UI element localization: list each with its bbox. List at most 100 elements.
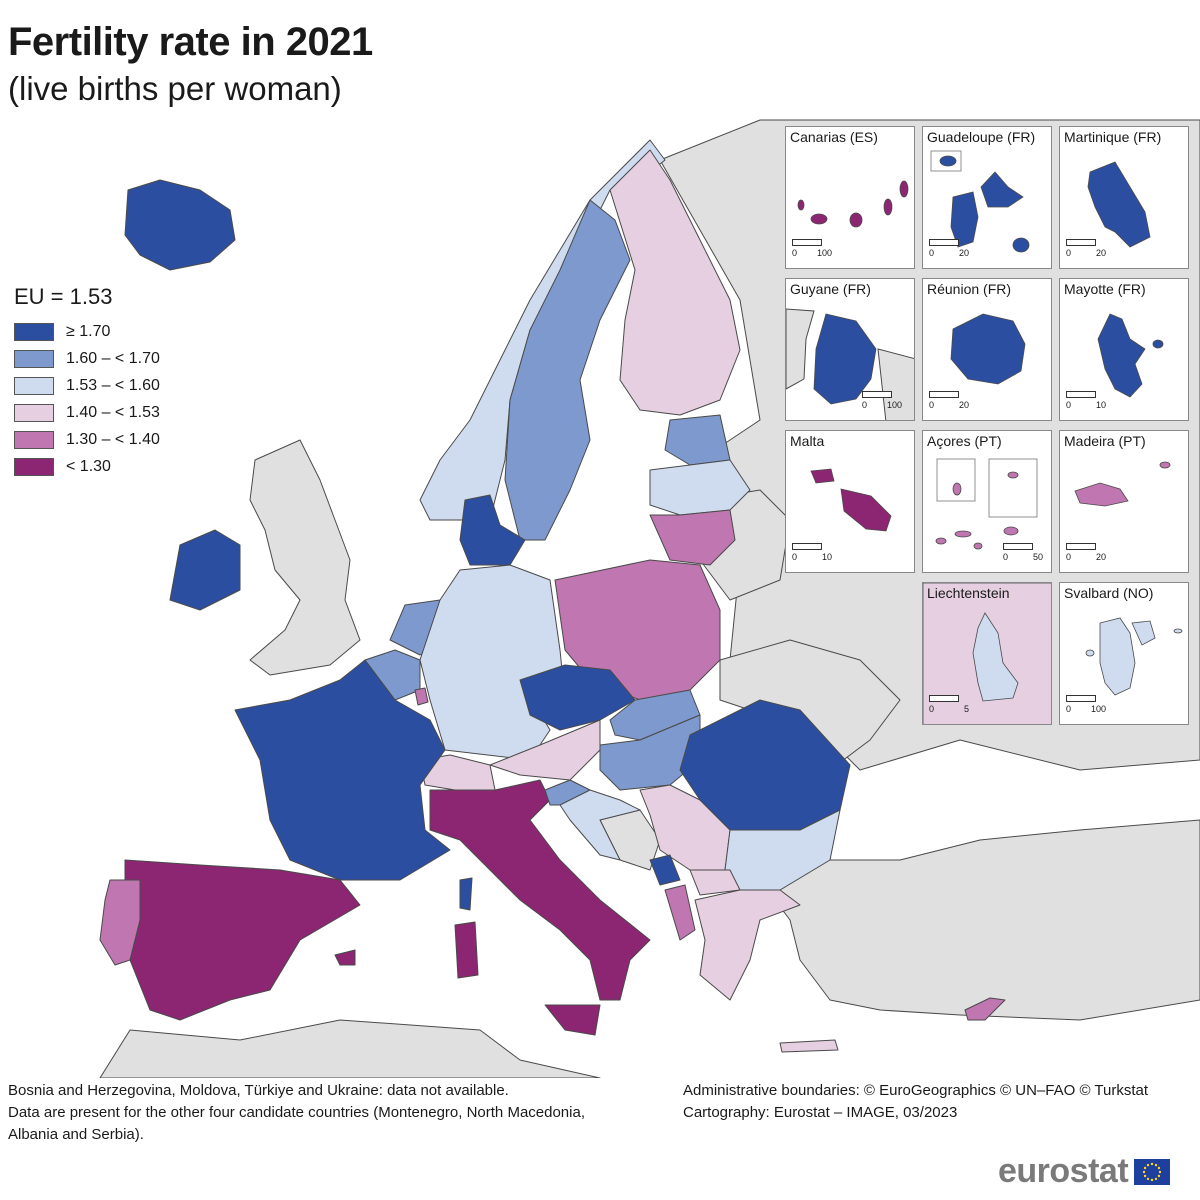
scale-max: 100 <box>816 248 832 258</box>
inset-title: Svalbard (NO) <box>1064 585 1154 601</box>
region-turkey <box>759 819 1200 1021</box>
legend-item: 1.40 – < 1.53 <box>14 399 160 426</box>
region-germany <box>419 564 566 761</box>
inset-map <box>1087 161 1151 248</box>
scale-max: 20 <box>958 400 969 410</box>
region-france <box>234 659 451 881</box>
legend-label: 1.30 – < 1.40 <box>66 430 160 448</box>
region-austria <box>489 719 601 781</box>
scale-bar: 0 100 <box>1066 695 1106 714</box>
region-north-africa <box>99 1019 601 1078</box>
scale-min: 0 <box>1066 704 1072 714</box>
inset-map <box>810 468 892 532</box>
legend-label: ≥ 1.70 <box>66 322 111 340</box>
region-poland <box>554 559 721 701</box>
region-greece <box>694 889 801 1001</box>
footnote-line: Data are present for the other four cand… <box>8 1104 585 1143</box>
inset-guadeloupe: Guadeloupe (FR) 0 20 <box>922 126 1052 269</box>
region-sardinia <box>454 921 479 979</box>
scale-max: 20 <box>958 248 969 258</box>
region-sweden <box>504 199 631 541</box>
eu-flag-icon <box>1134 1158 1171 1185</box>
inset-title: Martinique (FR) <box>1064 129 1162 145</box>
scale-bar: 0 20 <box>1066 239 1106 258</box>
eu-star <box>1157 1166 1161 1169</box>
legend-swatch <box>14 349 54 368</box>
eu-star <box>1144 1174 1147 1177</box>
eu-star <box>1154 1163 1158 1166</box>
inset-map <box>786 308 914 420</box>
scale-min: 0 <box>929 704 935 714</box>
inset-map <box>1085 617 1183 696</box>
scale-max: 50 <box>1032 552 1043 562</box>
legend: EU = 1.53 ≥ 1.70 1.60 – < 1.70 1.53 – < … <box>14 284 160 480</box>
eu-star <box>1144 1166 1147 1169</box>
scale-bar: 0 20 <box>929 239 969 258</box>
legend-label: < 1.30 <box>66 457 111 475</box>
scale-min: 0 <box>1003 552 1009 562</box>
region-montenegro <box>649 854 681 886</box>
inset-title: Malta <box>790 433 825 449</box>
credits-line: Cartography: Eurostat – IMAGE, 03/2023 <box>683 1104 958 1121</box>
inset-title: Guadeloupe (FR) <box>927 129 1036 145</box>
inset-canarias: Canarias (ES) 0 100 <box>785 126 915 269</box>
scale-max: 100 <box>1090 704 1106 714</box>
inset-title: Guyane (FR) <box>790 281 871 297</box>
scale-min: 0 <box>792 552 798 562</box>
inset-map <box>950 313 1026 385</box>
region-lithuania <box>649 509 736 566</box>
legend-swatch <box>14 376 54 395</box>
scale-min: 0 <box>1066 400 1072 410</box>
inset-map <box>1097 313 1164 398</box>
region-denmark <box>459 494 526 566</box>
footnote-line: Bosnia and Herzegovina, Moldova, Türkiye… <box>8 1082 509 1099</box>
region-finland <box>609 149 741 416</box>
region-uk <box>249 439 361 676</box>
legend-label: 1.40 – < 1.53 <box>66 403 160 421</box>
scale-bar: 0 10 <box>1066 391 1106 410</box>
region-ireland <box>169 529 241 611</box>
eu-star <box>1150 1162 1154 1165</box>
region-latvia <box>649 459 751 516</box>
scale-bar: 0 50 <box>1003 543 1043 562</box>
legend-item: ≥ 1.70 <box>14 318 160 345</box>
scale-min: 0 <box>792 248 798 258</box>
scale-max: 10 <box>1095 400 1106 410</box>
inset-map <box>935 458 1038 550</box>
region-corsica <box>459 877 473 911</box>
legend-swatch <box>14 322 54 341</box>
eu-star <box>1142 1170 1146 1173</box>
region-albania <box>664 884 696 941</box>
inset-map <box>930 150 1030 253</box>
eu-star <box>1146 1177 1150 1180</box>
legend-label: 1.60 – < 1.70 <box>66 349 160 367</box>
credits: Administrative boundaries: © EuroGeograp… <box>683 1080 1193 1124</box>
inset-malta: Malta 0 10 <box>785 430 915 573</box>
scale-min: 0 <box>929 400 935 410</box>
legend-heading: EU = 1.53 <box>14 284 113 309</box>
region-croatia <box>559 789 641 861</box>
inset-title: Açores (PT) <box>927 433 1002 449</box>
legend-swatch <box>14 457 54 476</box>
inset-svalbard: Svalbard (NO) 0 100 <box>1059 582 1189 725</box>
legend-swatch <box>14 403 54 422</box>
inset-map <box>1074 461 1171 507</box>
scale-min: 0 <box>1066 552 1072 562</box>
legend-swatch <box>14 430 54 449</box>
eu-stars <box>1142 1162 1162 1181</box>
inset-title: Liechtenstein <box>927 585 1010 601</box>
region-mallorca <box>334 949 356 966</box>
credits-line: Administrative boundaries: © EuroGeograp… <box>683 1082 1149 1099</box>
eu-star <box>1146 1163 1150 1166</box>
eu-star <box>1154 1177 1158 1180</box>
legend-item: 1.53 – < 1.60 <box>14 372 160 399</box>
legend-label: 1.53 – < 1.60 <box>66 376 160 394</box>
inset-acores: Açores (PT) 0 50 <box>922 430 1052 573</box>
region-iceland <box>124 179 236 271</box>
inset-madeira: Madeira (PT) 0 20 <box>1059 430 1189 573</box>
legend-item: 1.30 – < 1.40 <box>14 426 160 453</box>
scale-max: 20 <box>1095 248 1106 258</box>
region-spain <box>124 859 361 1021</box>
